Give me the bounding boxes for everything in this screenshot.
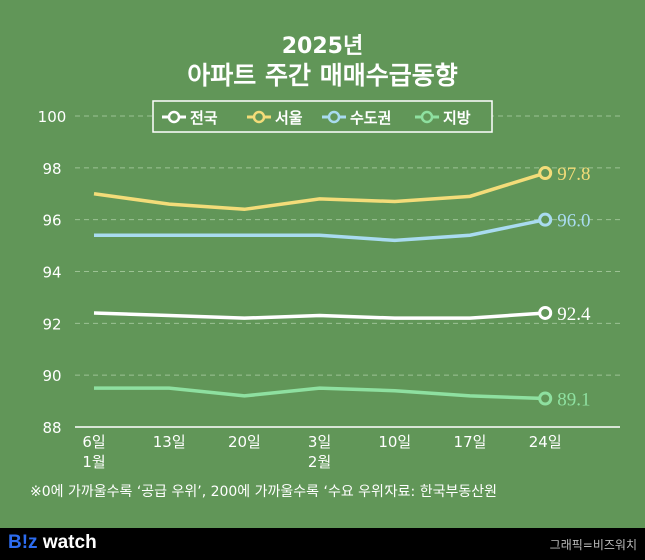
- end-marker: [538, 212, 553, 227]
- y-tick-label: 90: [42, 367, 61, 385]
- chart-year: 2025년: [281, 34, 364, 59]
- legend-marker: [167, 110, 181, 124]
- legend-label: 전국: [190, 109, 218, 127]
- graphic-credit: 그래픽=비즈워치: [549, 538, 637, 552]
- x-tick-label: 6일: [82, 433, 105, 451]
- source: 자료: 한국부동산원: [384, 484, 497, 500]
- end-marker: [538, 305, 553, 320]
- bizwatch-logo: B!z watch: [8, 532, 97, 553]
- y-tick-label: 88: [42, 419, 61, 437]
- series-line-지방: [94, 386, 546, 401]
- series-line-서울: [93, 171, 546, 212]
- footnote: ※0에 가까울수록 ‘공급 우위’, 200에 가까울수록 ‘수요 우위’: [30, 484, 389, 500]
- x-tick-label: 10일: [378, 433, 411, 451]
- x-tick-sublabel: 2월: [308, 453, 331, 471]
- legend-label: 지방: [443, 109, 471, 127]
- footer-bar: B!z watch 그래픽=비즈워치: [0, 528, 645, 560]
- end-value-label: 96.0: [557, 211, 590, 232]
- y-tick-label: 98: [42, 160, 61, 178]
- end-marker: [538, 166, 553, 181]
- series-line-수도권: [94, 217, 546, 243]
- y-tick-label: 92: [42, 315, 61, 333]
- line-chart: 88 90 92 94 96 98 100 6일 1월 13일 20일 3일 2월 10일 17일 24일 전국…: [38, 100, 620, 471]
- legend-marker: [327, 110, 341, 124]
- y-tick-label: 96: [42, 212, 61, 230]
- series-line-전국: [93, 311, 546, 320]
- x-tick-label: 17일: [454, 433, 487, 451]
- legend-label: 서울: [275, 109, 303, 127]
- y-tick-label: 100: [38, 108, 67, 126]
- x-tick-label: 13일: [153, 433, 186, 451]
- legend-marker: [420, 110, 434, 124]
- x-tick-label: 3일: [308, 433, 331, 451]
- end-value-label: 92.4: [557, 304, 591, 325]
- x-tick-label: 20일: [228, 433, 261, 451]
- y-tick-label: 94: [42, 264, 61, 282]
- legend-marker: [252, 110, 266, 124]
- x-tick-label: 24일: [529, 433, 562, 451]
- end-value-label: 89.1: [557, 389, 590, 410]
- x-tick-sublabel: 1월: [82, 453, 105, 471]
- chart-title: 아파트 주간 매매수급동향: [187, 61, 458, 90]
- end-marker: [538, 391, 553, 406]
- end-value-label: 97.8: [557, 164, 590, 185]
- legend-label: 수도권: [350, 109, 391, 127]
